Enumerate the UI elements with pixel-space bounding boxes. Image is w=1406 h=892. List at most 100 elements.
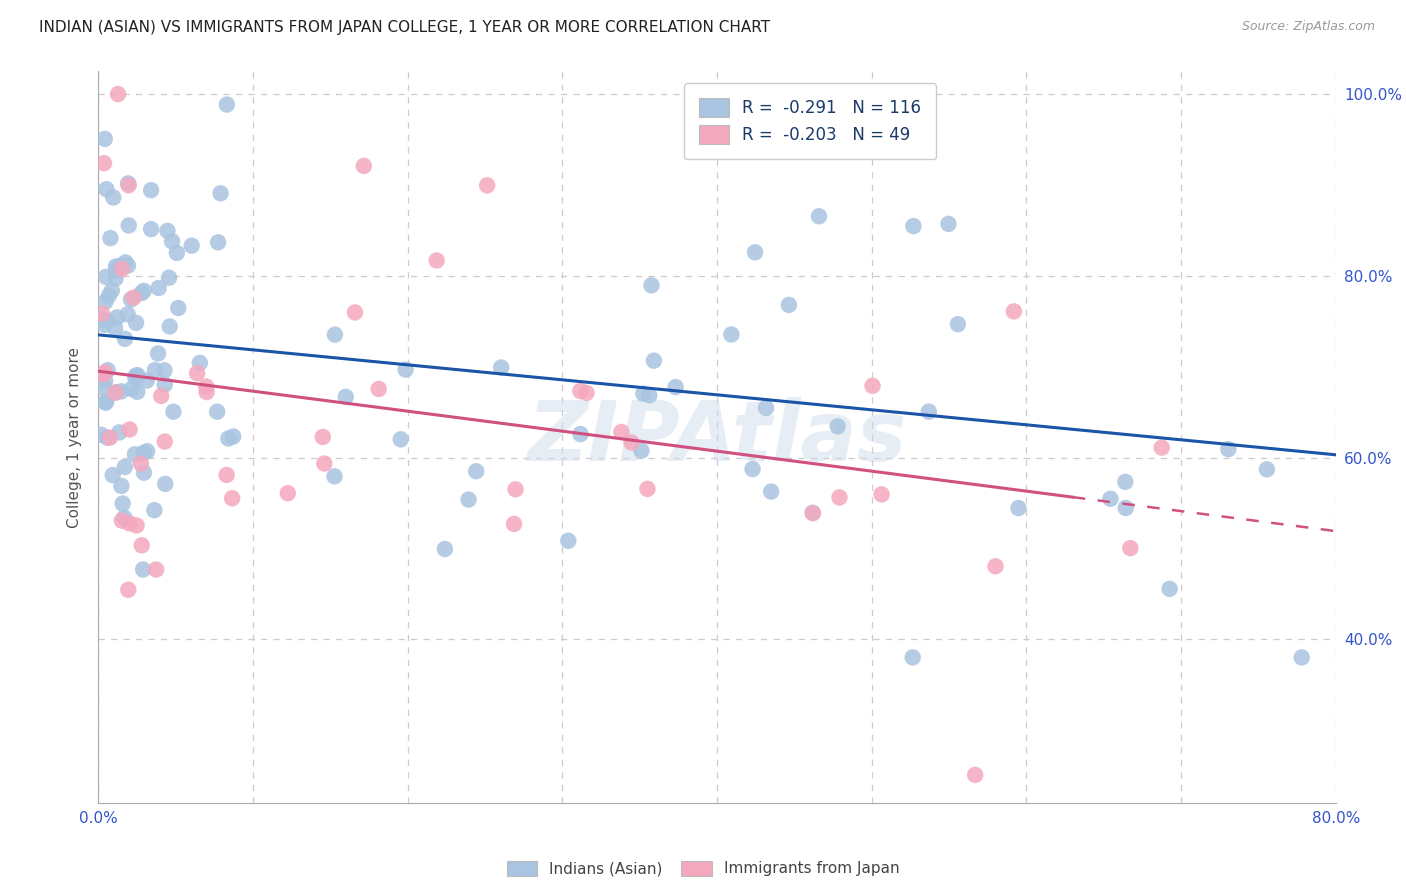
Point (157, 270, 180, 285)
Point (801, 506, 824, 520)
Point (117, 259, 139, 273)
Point (132, 466, 155, 480)
Point (741, 462, 763, 476)
Point (643, 353, 665, 368)
Point (965, 768, 987, 782)
Point (94, 365, 117, 379)
Point (1119, 541, 1142, 556)
Point (125, 368, 148, 383)
Point (505, 483, 527, 497)
Point (111, 261, 134, 276)
Point (277, 486, 299, 500)
Point (938, 217, 960, 231)
Point (188, 356, 211, 370)
Point (426, 253, 449, 268)
Point (215, 97, 238, 112)
Point (124, 447, 146, 461)
Point (156, 224, 179, 238)
Point (118, 422, 141, 436)
Point (984, 559, 1007, 574)
Point (108, 425, 131, 440)
Point (195, 379, 218, 393)
Point (946, 317, 969, 331)
Point (101, 284, 124, 298)
Point (394, 362, 416, 376)
Point (489, 360, 512, 375)
Point (96, 182, 118, 196)
Point (205, 405, 228, 419)
Point (323, 469, 346, 483)
Point (93, 318, 115, 332)
Point (91, 307, 114, 321)
Point (569, 384, 592, 398)
Point (97, 288, 120, 302)
Legend: R =  -0.291   N = 116, R =  -0.203   N = 49: R = -0.291 N = 116, R = -0.203 N = 49 (683, 83, 936, 159)
Point (136, 444, 159, 458)
Point (778, 298, 800, 312)
Point (127, 384, 149, 399)
Point (638, 388, 661, 402)
Point (828, 491, 851, 505)
Point (108, 259, 131, 273)
Point (104, 385, 127, 400)
Point (323, 327, 346, 342)
Point (100, 231, 122, 245)
Point (1159, 582, 1181, 596)
Point (96, 313, 118, 327)
Point (125, 316, 148, 330)
Point (132, 445, 155, 459)
Point (870, 487, 893, 501)
Point (801, 506, 824, 520)
Text: ZIPAtlas: ZIPAtlas (527, 397, 907, 477)
Point (105, 263, 128, 277)
Point (114, 332, 136, 346)
Point (343, 305, 366, 319)
Point (132, 562, 155, 576)
Point (139, 183, 162, 197)
Point (1115, 500, 1137, 515)
Point (150, 389, 173, 403)
Point (312, 430, 335, 444)
Point (1218, 442, 1240, 457)
Point (314, 457, 336, 471)
Point (93, 156, 115, 170)
Point (367, 382, 389, 396)
Point (91, 368, 114, 382)
Point (129, 457, 152, 471)
Point (610, 425, 633, 439)
Point (153, 377, 176, 392)
Point (96, 431, 118, 445)
Point (94, 382, 117, 396)
Point (162, 405, 184, 419)
Point (633, 386, 655, 401)
Point (122, 291, 145, 305)
Point (207, 235, 229, 250)
Point (153, 434, 176, 449)
Point (217, 432, 239, 446)
Point (569, 427, 592, 442)
Point (124, 371, 146, 385)
Point (91, 312, 114, 326)
Point (335, 390, 357, 404)
Point (114, 459, 136, 474)
Point (665, 380, 688, 394)
Point (720, 327, 742, 342)
Point (105, 385, 128, 400)
Point (111, 496, 134, 510)
Point (755, 401, 778, 415)
Point (112, 510, 135, 524)
Point (148, 281, 170, 295)
Point (118, 516, 141, 531)
Y-axis label: College, 1 year or more: College, 1 year or more (66, 347, 82, 527)
Point (139, 222, 162, 236)
Point (620, 435, 643, 450)
Point (433, 541, 456, 556)
Point (465, 464, 488, 478)
Point (1002, 304, 1025, 318)
Point (180, 238, 202, 252)
Point (166, 246, 188, 260)
Point (221, 491, 243, 506)
Point (94, 374, 117, 388)
Legend: Indians (Asian), Immigrants from Japan: Indians (Asian), Immigrants from Japan (501, 855, 905, 882)
Point (94, 394, 117, 409)
